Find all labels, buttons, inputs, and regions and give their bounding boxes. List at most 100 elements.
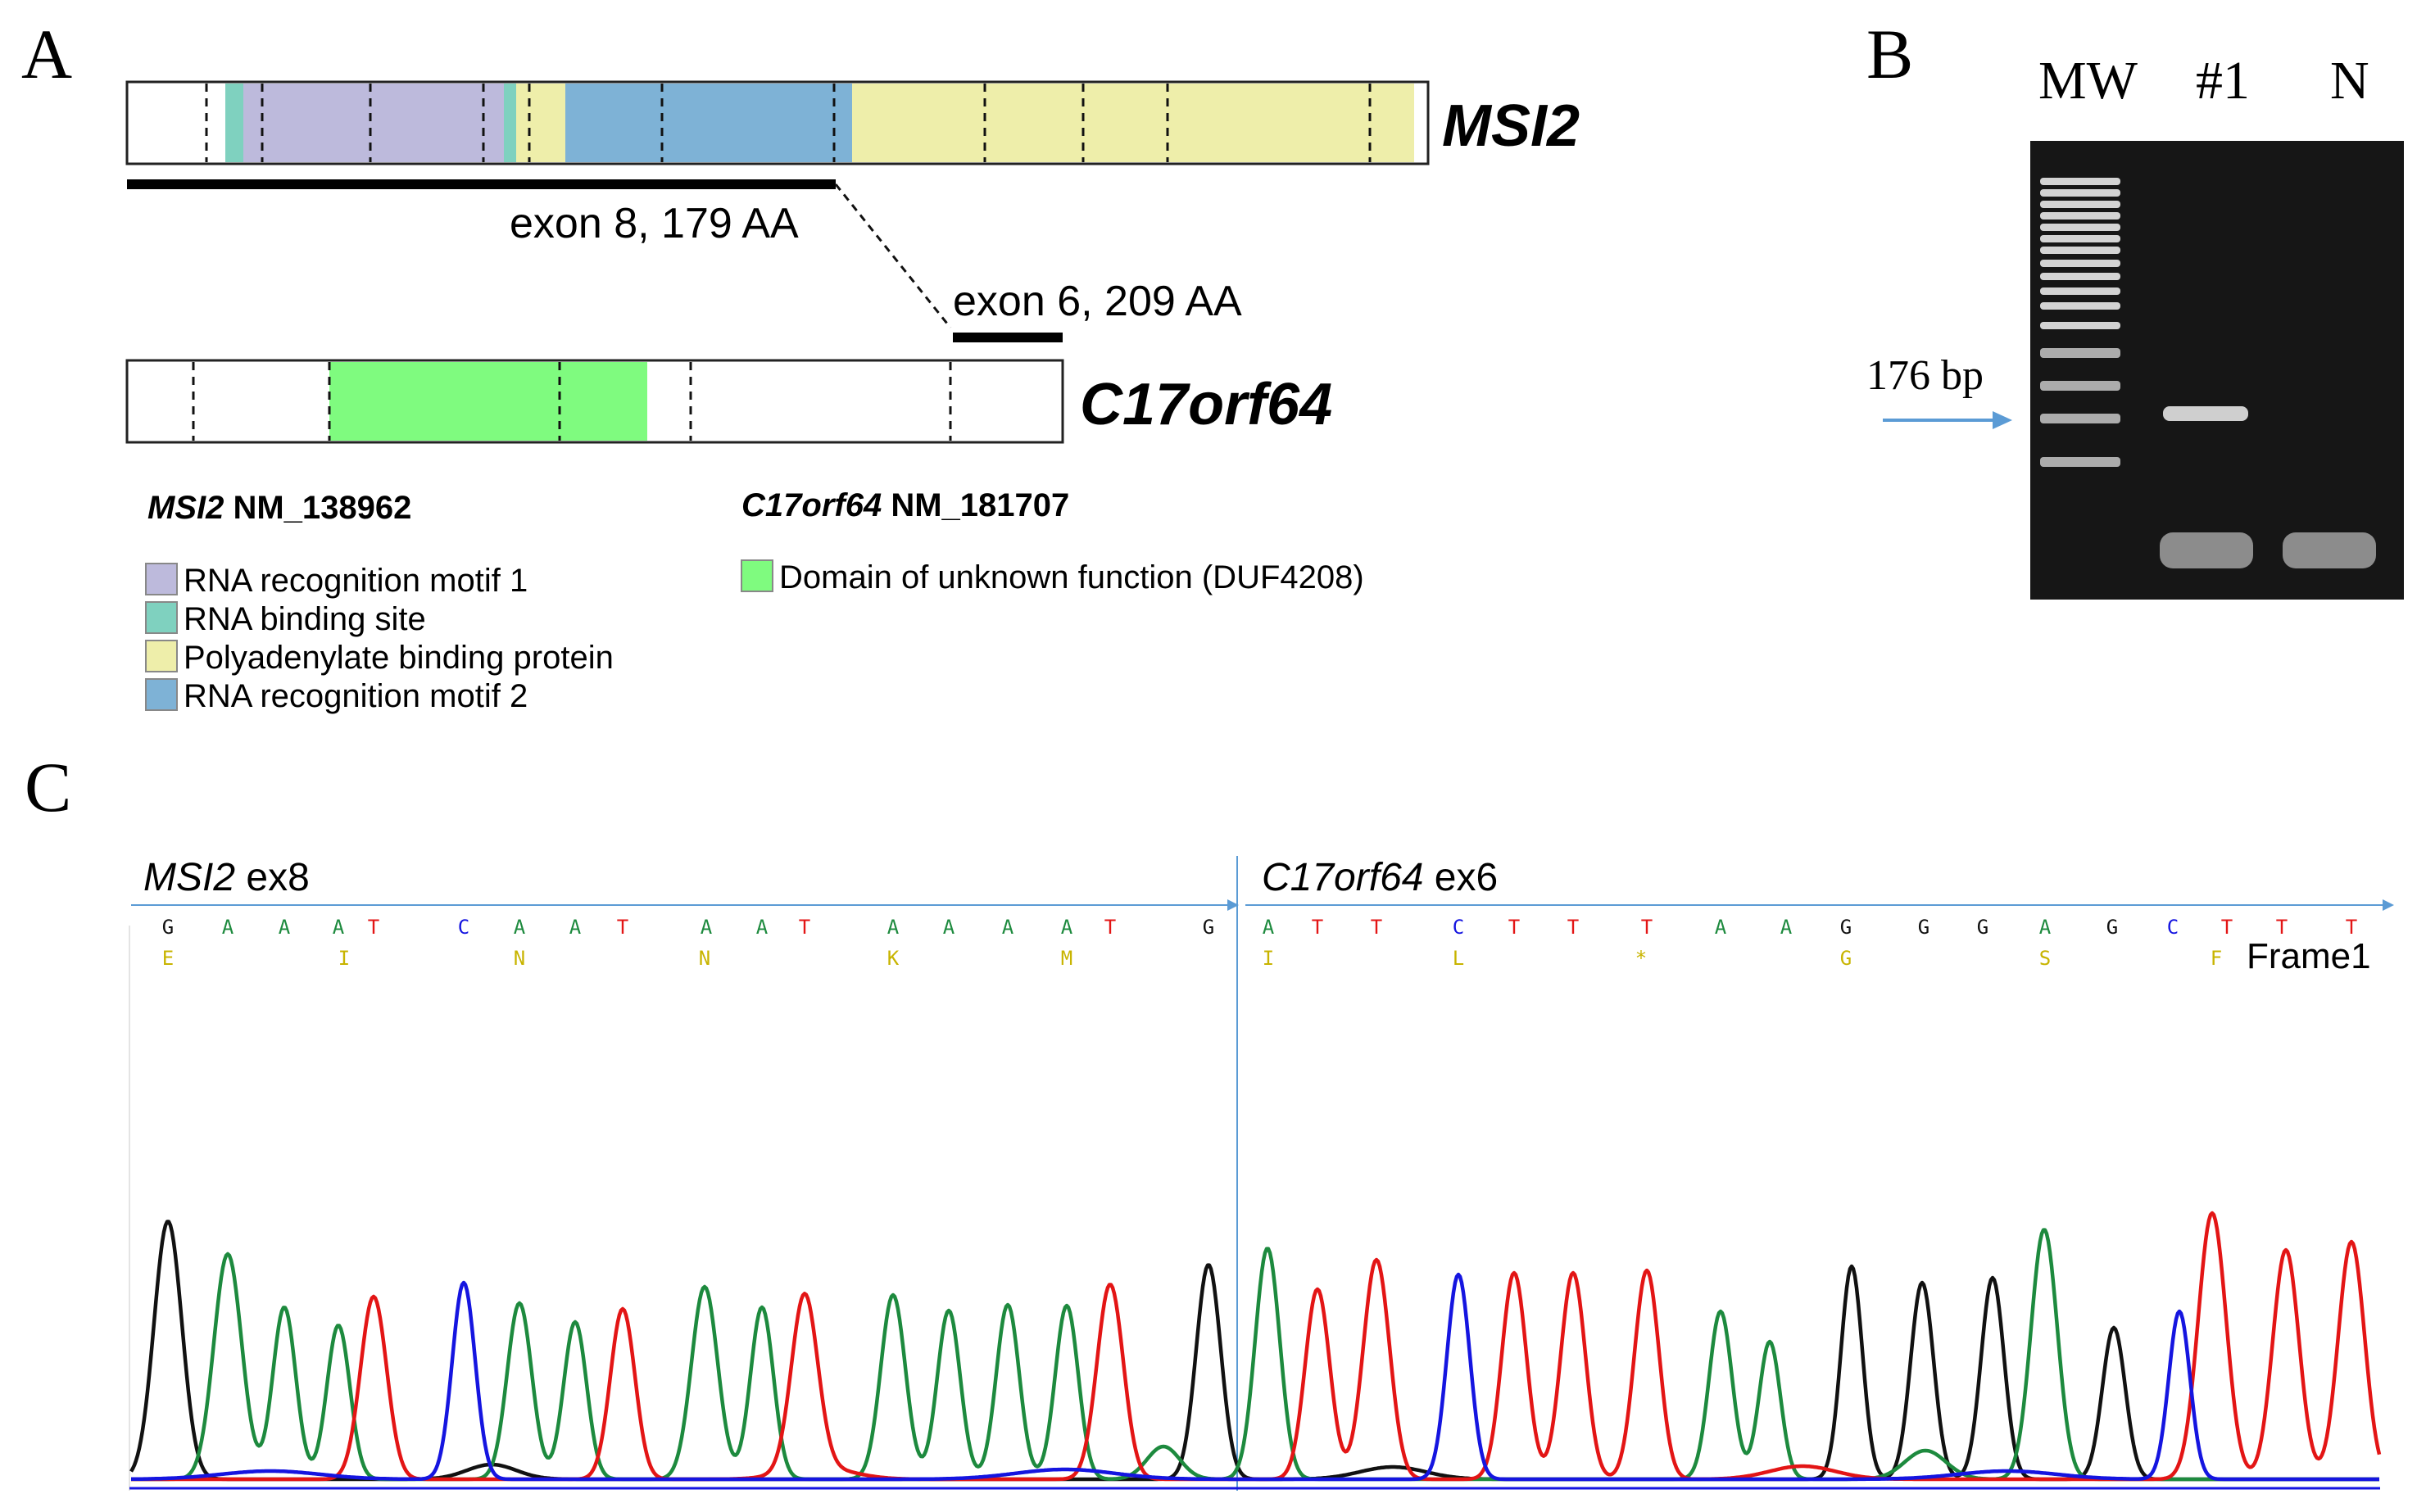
left-exon-arrowhead bbox=[1227, 899, 1239, 911]
left-exon-label: MSI2 ex8 bbox=[143, 856, 310, 899]
base-call: A bbox=[222, 916, 234, 939]
base-call: G bbox=[1203, 916, 1214, 939]
base-call: A bbox=[701, 916, 713, 939]
base-call: A bbox=[1715, 916, 1727, 939]
panel-c-label: C bbox=[25, 748, 71, 826]
primer-dimer-band-sample bbox=[2160, 532, 2253, 568]
c17-ref-gene: C17orf64 bbox=[741, 487, 882, 523]
right-exon-arrowhead bbox=[2383, 899, 2394, 911]
ladder-band bbox=[2040, 260, 2120, 267]
c17-ref-accession: NM_181707 bbox=[882, 487, 1069, 523]
fusion-junction-line bbox=[834, 183, 952, 328]
ladder-band bbox=[2040, 224, 2120, 231]
base-call: T bbox=[1104, 916, 1116, 939]
ladder-band bbox=[2040, 381, 2120, 391]
msi2-rna-binding-segment bbox=[504, 84, 516, 162]
ladder-band bbox=[2040, 273, 2120, 280]
msi2-gene-label: MSI2 bbox=[1442, 93, 1580, 159]
gel-bands bbox=[2040, 178, 2376, 568]
exon6-retained-bar bbox=[953, 333, 1063, 342]
base-call: T bbox=[2276, 916, 2288, 939]
legend-label: RNA recognition motif 2 bbox=[184, 678, 528, 714]
lane-label-mw: MW bbox=[2038, 51, 2138, 111]
ladder-band bbox=[2040, 302, 2120, 310]
c17-exon-boundaries bbox=[192, 362, 952, 441]
ladder-band bbox=[2040, 348, 2120, 358]
msi2-rrm2-domain bbox=[565, 84, 852, 162]
ladder-band bbox=[2040, 414, 2120, 423]
legend-label: RNA binding site bbox=[184, 601, 426, 637]
trace-c bbox=[130, 1272, 2380, 1482]
msi2-ref-gene: MSI2 bbox=[147, 490, 224, 526]
left-exon-number: ex8 bbox=[235, 856, 310, 899]
trace-a bbox=[130, 1228, 2380, 1482]
c17-domain-legend: Domain of unknown function (DUF4208) bbox=[741, 559, 1364, 595]
amino-acid-call: N bbox=[514, 947, 525, 970]
base-call: C bbox=[1453, 916, 1464, 939]
base-call: T bbox=[2221, 916, 2233, 939]
chromatogram-traces bbox=[129, 1211, 2382, 1482]
legend-swatch bbox=[145, 640, 178, 672]
ladder-band bbox=[2040, 212, 2120, 220]
msi2-ref-accession: NM_138962 bbox=[224, 490, 411, 526]
msi2-polya-segment bbox=[852, 84, 1414, 162]
base-call: G bbox=[1918, 916, 1929, 939]
amino-acid-call: I bbox=[338, 947, 350, 970]
band-size-label: 176 bp bbox=[1866, 352, 1984, 399]
base-call: T bbox=[1312, 916, 1323, 939]
base-call: A bbox=[1061, 916, 1073, 939]
base-call: G bbox=[1977, 916, 1988, 939]
msi2-exon-boundaries bbox=[205, 84, 1372, 162]
msi2-rrm1-domain bbox=[243, 84, 504, 162]
base-call: C bbox=[2167, 916, 2179, 939]
legend-label: RNA recognition motif 1 bbox=[184, 563, 528, 599]
lane-label-negative: N bbox=[2330, 51, 2369, 111]
amino-acid-call: F bbox=[2211, 947, 2222, 970]
c17-duf4208-domain bbox=[329, 362, 647, 441]
primer-dimer-band-negative bbox=[2283, 532, 2376, 568]
right-exon-number: ex6 bbox=[1423, 856, 1498, 899]
base-call: G bbox=[162, 916, 174, 939]
amino-acid-call: L bbox=[1453, 947, 1464, 970]
c17orf64-gene-label: C17orf64 bbox=[1080, 372, 1332, 437]
base-call: A bbox=[514, 916, 526, 939]
base-call: A bbox=[2039, 916, 2052, 939]
legend-label: Polyadenylate binding protein bbox=[184, 640, 614, 676]
left-gene-name: MSI2 bbox=[143, 856, 235, 899]
amino-acid-call: E bbox=[162, 947, 174, 970]
legend-swatch bbox=[145, 601, 178, 634]
amino-acid-call: N bbox=[699, 947, 710, 970]
legend-swatch bbox=[145, 678, 178, 711]
base-call: T bbox=[617, 916, 628, 939]
base-call: A bbox=[1002, 916, 1014, 939]
panel-c: C MSI2 ex8 C17orf64 ex6 G A A A T C A A T A A T A A A A… bbox=[25, 748, 2394, 1491]
c17-reference: C17orf64 NM_181707 bbox=[741, 487, 1069, 523]
base-call: A bbox=[887, 916, 900, 939]
base-call: T bbox=[2346, 916, 2357, 939]
lane-label-sample1: #1 bbox=[2196, 51, 2250, 111]
msi2-protein-bar bbox=[125, 80, 1430, 165]
legend-swatch bbox=[741, 559, 773, 592]
ladder-band bbox=[2040, 201, 2120, 208]
base-call: A bbox=[333, 916, 345, 939]
base-call: A bbox=[279, 916, 291, 939]
right-gene-name: C17orf64 bbox=[1262, 856, 1423, 899]
base-call: T bbox=[799, 916, 810, 939]
amino-acid-call: M bbox=[1061, 947, 1072, 970]
base-call: T bbox=[1371, 916, 1382, 939]
msi2-rna-binding-segment bbox=[225, 84, 243, 162]
band-arrow-head bbox=[1993, 411, 2012, 429]
amino-acid-call: G bbox=[1840, 947, 1852, 970]
ladder-band bbox=[2040, 235, 2120, 242]
base-call: A bbox=[756, 916, 769, 939]
base-call: G bbox=[1840, 916, 1852, 939]
base-call: C bbox=[458, 916, 469, 939]
base-call: T bbox=[1641, 916, 1653, 939]
amino-acid-call: I bbox=[1263, 947, 1274, 970]
base-call: A bbox=[1263, 916, 1275, 939]
amino-acid-call: K bbox=[887, 947, 900, 970]
base-call: T bbox=[1508, 916, 1520, 939]
